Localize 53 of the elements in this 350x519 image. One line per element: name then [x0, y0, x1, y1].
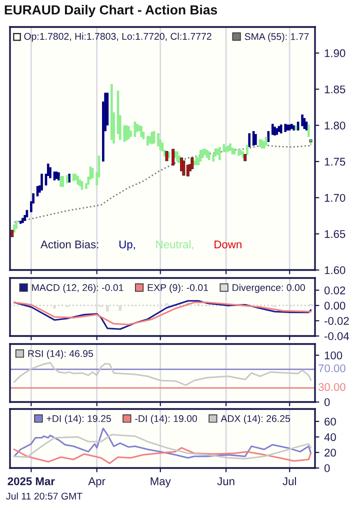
line-series [13, 428, 312, 459]
y-tick-label: 1.80 [324, 122, 346, 130]
y-tick-label: 0 [324, 398, 330, 406]
legend-label: SMA (55): 1.77 [244, 32, 309, 42]
y-tick-label: 1.90 [324, 49, 346, 58]
legend-title: Action Bias: [40, 240, 98, 248]
y-tick-label: 0.00 [324, 302, 346, 310]
candlestick [157, 132, 160, 148]
y-tick-label: 40 [324, 433, 336, 442]
line-series [13, 434, 312, 460]
text: Neutral, [156, 240, 194, 250]
y-tick-label: 1.75 [324, 158, 346, 166]
y-tick-label: 1.65 [324, 230, 346, 238]
legend-label: ADX (14): 26.25 [220, 414, 290, 424]
legend-label: EXP (9): -0.01 [148, 284, 208, 293]
x-tick-label: May [150, 477, 171, 488]
candlestick [182, 160, 186, 176]
candlestick [252, 130, 255, 146]
x-tick-label: Apr [88, 477, 106, 488]
x-tick-label: 2025 Mar [8, 477, 55, 486]
ref-line-label: 30.00 [318, 383, 346, 391]
y-tick-label: 20 [324, 448, 336, 457]
line-series [13, 447, 312, 464]
y-tick-label: 100 [324, 351, 342, 360]
y-tick-label: 0 [324, 464, 330, 472]
candlestick [267, 130, 270, 143]
x-tick-label: Jul [282, 477, 296, 486]
annotation: Op:1.7802, Hi:1.7803, Lo:1.7720, Cl:1.7772 [24, 32, 212, 42]
text: Down [214, 240, 242, 248]
ref-line-label: 70.00 [318, 364, 346, 372]
y-tick-label: 0.02 [324, 286, 346, 294]
candlestick [186, 164, 190, 176]
legend-label: RSI (14): 46.95 [28, 350, 94, 359]
legend-label: -DI (14): 19.00 [135, 414, 197, 424]
line-series [13, 362, 312, 386]
x-tick-label: Jun [217, 477, 234, 486]
y-tick-label: 1.85 [324, 85, 346, 94]
text: Up, [119, 240, 135, 251]
line-series [13, 300, 312, 330]
y-tick-label: 1.60 [324, 266, 346, 274]
legend-label: MACD (12, 26): -0.01 [32, 284, 124, 293]
legend-label: Divergence: 0.00 [232, 284, 305, 293]
y-tick-label: -0.04 [324, 332, 350, 340]
line-series [14, 144, 312, 223]
legend-label: +DI (14): 19.25 [46, 414, 111, 424]
line-series [13, 302, 312, 326]
chart-title: EURAUD Daily Chart - Action Bias [4, 4, 218, 18]
candlestick [165, 151, 168, 162]
y-tick-label: 60 [324, 418, 336, 426]
text: Jul 11 20:57 GMT [6, 492, 82, 500]
candlestick [40, 173, 43, 192]
y-tick-label: 1.70 [324, 194, 346, 202]
y-tick-label: -0.02 [324, 317, 349, 325]
